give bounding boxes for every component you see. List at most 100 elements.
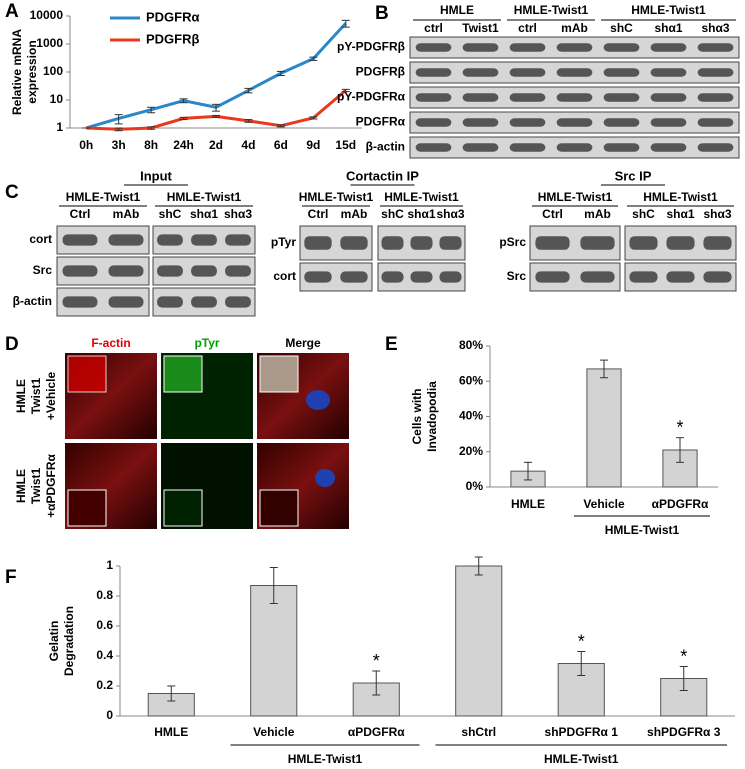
lane-label: shC (610, 21, 633, 35)
band (340, 271, 368, 283)
lane-label: shα1 (666, 207, 694, 221)
band (462, 43, 499, 52)
band (580, 271, 615, 283)
group-label: HMLE-Twist1 (66, 190, 141, 204)
band (697, 43, 734, 52)
lane-label: mAb (113, 207, 140, 221)
band (535, 271, 570, 283)
x-tick-label: 24h (173, 138, 194, 152)
band (191, 265, 217, 277)
band (157, 296, 183, 308)
error-bar (269, 567, 278, 604)
error-bar (179, 98, 188, 104)
inset (259, 489, 299, 527)
x-tick-label: αPDGFRα (348, 725, 405, 739)
group-label: HMLE-Twist1 (643, 190, 718, 204)
band (304, 271, 332, 283)
bar (250, 585, 298, 717)
y-tick-label: 0.2 (96, 678, 113, 692)
panel-letter: D (5, 334, 19, 355)
x-tick-label: shCtrl (461, 725, 496, 739)
lane-label: Twist1 (462, 21, 499, 35)
band (556, 143, 593, 152)
panel-letter: E (385, 334, 398, 355)
x-tick-label: 2d (209, 138, 223, 152)
y-tick-label: 10000 (30, 8, 64, 22)
y-tick-label: 0.8 (96, 588, 113, 602)
lane-label: shα1 (654, 21, 682, 35)
band (410, 236, 433, 250)
y-tick-label: 80% (459, 338, 483, 352)
error-bar (114, 114, 123, 125)
annotation: * (680, 646, 687, 666)
group-label: HMLE-Twist1 (514, 3, 589, 17)
nucleus (315, 469, 335, 487)
group-label: HMLE-Twist1 (299, 190, 374, 204)
nucleus (306, 390, 330, 410)
lane-label: shα3 (701, 21, 729, 35)
error-bar (244, 119, 253, 123)
bar (660, 678, 708, 717)
band (666, 271, 695, 283)
row-label: +αPDGFRα (44, 453, 58, 517)
band (415, 43, 452, 52)
error-bar (679, 666, 688, 691)
lane-label: shα1 (407, 207, 435, 221)
lane-label: ctrl (518, 21, 537, 35)
row-label: pSrc (499, 235, 526, 249)
inset (163, 489, 203, 527)
row-label: HMLE (14, 379, 28, 413)
lane-label: mAb (561, 21, 588, 35)
inset (67, 355, 107, 393)
band (580, 236, 615, 250)
lane-label: shC (381, 207, 404, 221)
annotation: * (578, 631, 585, 651)
band (556, 68, 593, 77)
error-bar (276, 70, 285, 76)
panel-title: Cortactin IP (346, 168, 419, 183)
x-tick-label: 6d (274, 138, 288, 152)
row-label: PDGFRα (356, 115, 406, 129)
panel-title: Input (140, 168, 172, 183)
column-label: F-actin (91, 336, 130, 350)
x-tick-label: 8h (144, 138, 158, 152)
band (629, 271, 658, 283)
panel-title: Src IP (615, 168, 652, 183)
error-bar (600, 359, 608, 379)
error-bar (276, 124, 285, 128)
band (415, 143, 452, 152)
band (697, 143, 734, 152)
band (650, 43, 687, 52)
band (62, 296, 98, 308)
error-bar (309, 56, 318, 61)
band (650, 118, 687, 127)
y-axis-label: expression (25, 40, 39, 103)
band (650, 68, 687, 77)
row-label: pY-PDGFRβ (337, 40, 405, 54)
error-bar (676, 437, 684, 463)
error-bar (212, 114, 220, 118)
bar (662, 449, 698, 488)
error-bar (179, 116, 188, 121)
error-bar (147, 106, 156, 114)
x-tick-label: 4d (241, 138, 255, 152)
x-tick-label: Vehicle (583, 497, 625, 511)
band (603, 68, 640, 77)
band (509, 118, 546, 127)
lane-label: shα3 (703, 207, 731, 221)
y-tick-label: 10 (50, 92, 64, 106)
band (703, 271, 732, 283)
error-bar (167, 685, 176, 702)
annotation: * (676, 417, 683, 437)
band (225, 265, 251, 277)
bar (455, 565, 503, 717)
error-bar (577, 651, 586, 676)
panel-letter: B (375, 3, 389, 24)
panel-letter: C (5, 182, 19, 203)
error-bar (372, 670, 381, 696)
row-label: Twist1 (29, 377, 43, 414)
band (225, 234, 251, 246)
panel-letter: F (5, 567, 17, 588)
band (415, 118, 452, 127)
